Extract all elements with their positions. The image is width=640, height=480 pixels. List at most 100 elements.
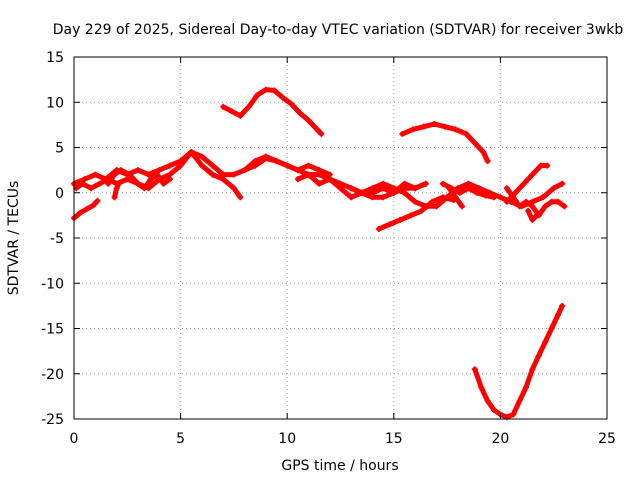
data-point-marker [401, 189, 408, 196]
data-point-marker [390, 189, 397, 196]
data-point-marker [491, 406, 498, 413]
data-point-marker [540, 194, 547, 201]
data-point-marker [326, 176, 333, 183]
data-point-marker [497, 194, 504, 201]
data-point-marker [209, 162, 216, 169]
x-tick-label: 15 [385, 431, 403, 447]
data-point-marker [115, 180, 122, 187]
data-point-marker [407, 212, 414, 219]
grid-layer [74, 57, 607, 419]
data-point-marker [294, 176, 301, 183]
data-point-marker [465, 185, 472, 192]
data-point-marker [452, 194, 459, 201]
data-point-marker [554, 311, 561, 318]
data-point-marker [83, 206, 90, 213]
y-tick-label: 10 [46, 95, 64, 111]
data-point-marker [105, 180, 112, 187]
data-series-arc-5 [111, 180, 122, 201]
data-point-marker [113, 185, 120, 192]
data-point-marker [369, 189, 376, 196]
data-point-marker [284, 162, 291, 169]
data-point-marker [452, 126, 459, 133]
data-series-arc-10 [399, 120, 491, 165]
x-tick-label: 5 [176, 431, 185, 447]
data-point-marker [134, 180, 141, 187]
data-point-marker [484, 397, 491, 404]
data-point-marker [397, 216, 404, 223]
y-axis-label: SDTVAR / TECUs [6, 181, 22, 296]
data-point-marker [245, 103, 252, 110]
x-tick-label: 0 [70, 431, 79, 447]
data-point-marker [111, 171, 118, 178]
data-point-marker [412, 198, 419, 205]
data-layer [71, 86, 568, 421]
data-point-marker [126, 171, 133, 178]
data-series-arc-13 [446, 185, 466, 210]
y-tick-label: -5 [50, 231, 64, 247]
data-point-marker [522, 384, 529, 391]
data-point-marker [471, 139, 478, 146]
data-point-marker [542, 339, 549, 346]
data-point-marker [166, 162, 173, 169]
data-point-marker [262, 155, 269, 162]
data-point-marker [471, 366, 478, 373]
data-point-marker [491, 194, 498, 201]
data-point-marker [94, 197, 101, 204]
data-series-arc-11 [348, 180, 429, 196]
chart-title: Day 229 of 2025, Sidereal Day-to-day VTE… [53, 22, 624, 38]
data-point-marker [77, 209, 84, 216]
data-point-marker [525, 207, 532, 214]
data-point-marker [380, 185, 387, 192]
data-point-marker [529, 203, 536, 210]
data-point-marker [431, 120, 438, 127]
data-point-marker [288, 101, 295, 108]
y-tick-label: 5 [55, 141, 64, 157]
data-point-marker [537, 162, 544, 169]
tick-layer: 0 5 10 15 20 25 -25 -20 -15 -10 -5 0 5 10 15 [41, 50, 616, 447]
data-point-marker [90, 202, 97, 209]
data-point-marker [252, 162, 259, 169]
data-point-marker [433, 203, 440, 210]
data-point-marker [401, 180, 408, 187]
data-point-marker [535, 352, 542, 359]
data-point-marker [418, 207, 425, 214]
data-point-marker [561, 203, 568, 210]
data-point-marker [220, 176, 227, 183]
y-tick-label: -25 [41, 412, 64, 428]
data-point-marker [476, 185, 483, 192]
data-point-marker [522, 198, 529, 205]
data-point-marker [348, 185, 355, 192]
data-point-marker [337, 185, 344, 192]
data-point-marker [520, 180, 527, 187]
x-tick-label: 25 [598, 431, 616, 447]
data-point-marker [198, 153, 205, 160]
data-point-marker [512, 189, 519, 196]
data-point-marker [482, 192, 489, 199]
data-point-marker [230, 185, 237, 192]
data-point-marker [446, 185, 453, 192]
series-trace [399, 121, 491, 164]
data-point-marker [559, 302, 566, 309]
data-point-marker [542, 203, 549, 210]
x-axis-label: GPS time / hours [281, 458, 398, 474]
data-point-marker [228, 108, 235, 115]
data-point-marker [96, 180, 103, 187]
data-point-marker [554, 198, 561, 205]
data-point-marker [375, 225, 382, 232]
y-tick-label: 0 [55, 186, 64, 202]
data-point-marker [134, 167, 141, 174]
y-tick-label: -10 [41, 276, 64, 292]
data-point-marker [510, 411, 517, 418]
data-point-marker [516, 203, 523, 210]
series-trace [376, 194, 456, 232]
data-point-marker [484, 158, 491, 165]
data-point-marker [529, 216, 536, 223]
data-point-marker [533, 212, 540, 219]
data-point-marker [160, 180, 167, 187]
data-series-arc-1 [71, 197, 101, 222]
y-tick-label: -15 [41, 322, 64, 338]
data-point-marker [305, 117, 312, 124]
data-point-marker [316, 171, 323, 178]
series-trace [504, 185, 567, 218]
data-point-marker [117, 167, 124, 174]
